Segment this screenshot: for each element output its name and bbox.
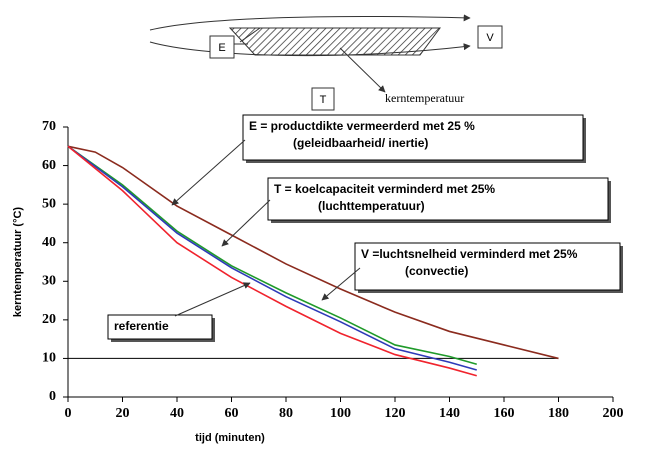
y-tick-label: 0 — [49, 389, 56, 404]
x-tick-label: 180 — [548, 406, 569, 421]
x-tick-label: 40 — [170, 406, 184, 421]
x-tick-label: 20 — [116, 406, 130, 421]
x-tick-label: 100 — [330, 406, 351, 421]
annotation-arrow — [222, 200, 270, 246]
x-tick-label: 160 — [494, 406, 515, 421]
x-tick-label: 0 — [65, 406, 72, 421]
page: E V T kerntemperatuur 0 10 20 30 40 50 60 70 0 20… — [0, 0, 652, 460]
chart: 0 10 20 30 40 50 60 70 0 20 40 60 80 100 120 140 160 180 2… — [42, 115, 624, 421]
diagram-label: kerntemperatuur — [385, 91, 464, 105]
annotation-text: T = koelcapaciteit verminderd met 25% — [274, 182, 495, 196]
x-tick-label: 60 — [225, 406, 239, 421]
y-tick-label: 50 — [42, 196, 56, 211]
annotation-text: (convectie) — [405, 264, 468, 278]
y-tick-label: 10 — [42, 351, 56, 366]
annotation-text: (luchttemperatuur) — [318, 199, 425, 213]
product — [230, 28, 440, 55]
diagram-label: E — [218, 42, 225, 54]
y-tick-label: 40 — [42, 235, 56, 250]
diagram-label: V — [486, 32, 494, 44]
annotation-arrow — [172, 140, 245, 205]
annotation-arrow — [175, 283, 250, 316]
x-tick-label: 140 — [439, 406, 460, 421]
y-tick-label: 20 — [42, 312, 56, 327]
annotation-text: (geleidbaarheid/ inertie) — [293, 136, 428, 150]
x-axis-label: tijd (minuten) — [195, 432, 265, 444]
y-tick-label: 60 — [42, 158, 56, 173]
x-tick-label: 80 — [279, 406, 293, 421]
annotation-text: E = productdikte vermeerderd met 25 % — [249, 119, 475, 133]
y-axis-label: kerntemperatuur (°C) — [12, 207, 24, 317]
y-tick-label: 30 — [42, 274, 56, 289]
diagram-label: T — [320, 94, 327, 106]
y-tick-label: 70 — [42, 119, 56, 134]
x-tick-label: 120 — [385, 406, 406, 421]
annotation-text: V =luchtsnelheid verminderd met 25% — [361, 247, 578, 261]
x-tick-label: 200 — [603, 406, 624, 421]
annotation-text: referentie — [114, 319, 169, 333]
